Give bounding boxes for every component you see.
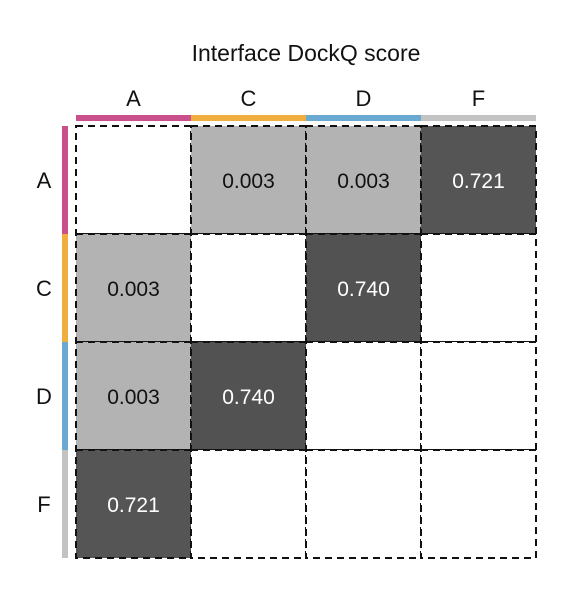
cell-value-label: 0.003 <box>337 170 390 193</box>
heatmap-cell <box>305 341 422 451</box>
heatmap-cell <box>190 125 307 235</box>
column-chain-bar <box>76 115 191 121</box>
cell-value-label: 0.721 <box>452 170 505 193</box>
heatmap-cell <box>190 341 307 451</box>
chart-title: Interface DockQ score <box>191 40 421 66</box>
cell-value-label: 0.740 <box>337 278 390 301</box>
cell-value-label: 0.740 <box>222 386 275 409</box>
cell-value-label: 0.721 <box>107 494 160 517</box>
column-chain-bar <box>421 115 536 121</box>
column-chain-bar <box>306 115 421 121</box>
column-chain-bar <box>191 115 306 121</box>
cell-value-label: 0.003 <box>222 170 275 193</box>
heatmap-cell <box>75 449 192 559</box>
heatmap-cell <box>190 449 307 559</box>
row-label: D <box>36 384 52 409</box>
row-chain-bar <box>62 234 68 342</box>
heatmap-cell <box>420 341 537 451</box>
row-label: F <box>37 492 50 517</box>
heatmap-cell <box>305 449 422 559</box>
row-chain-bar <box>62 342 68 450</box>
heatmap-cell <box>190 233 307 343</box>
heatmap-cell <box>75 125 192 235</box>
row-chain-bar <box>62 126 68 234</box>
column-label: A <box>126 86 141 111</box>
heatmap-cell <box>420 233 537 343</box>
row-label: A <box>37 168 52 193</box>
row-label: C <box>36 276 52 301</box>
column-label: C <box>241 86 257 111</box>
column-label: F <box>472 86 485 111</box>
heatmap-cell <box>420 449 537 559</box>
row-chain-bar <box>62 450 68 558</box>
column-label: D <box>356 86 372 111</box>
cell-value-label: 0.003 <box>107 278 160 301</box>
cell-value-label: 0.003 <box>107 386 160 409</box>
